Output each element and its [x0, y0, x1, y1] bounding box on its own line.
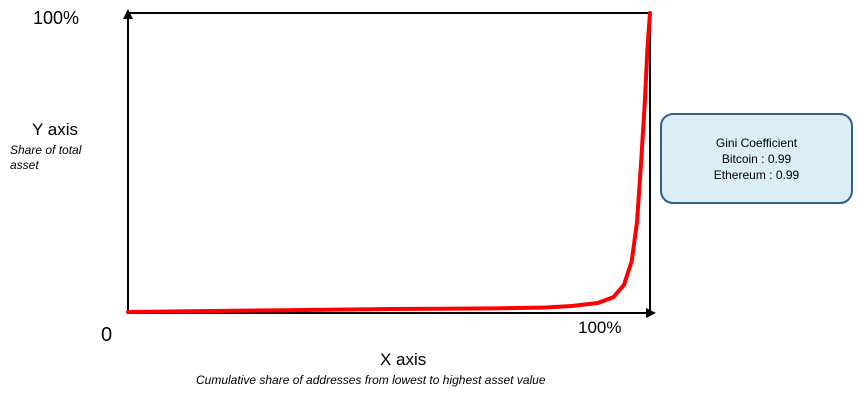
y-axis-subtitle: Share of total asset — [10, 143, 82, 172]
origin-label: 0 — [101, 324, 113, 346]
x-axis-title: X axis — [380, 350, 427, 369]
gini-bitcoin: Bitcoin : 0.99 — [721, 151, 792, 166]
gini-ethereum: Ethereum : 0.99 — [713, 167, 800, 182]
y-axis-max-label: 100% — [33, 8, 80, 28]
x-axis-max-label: 100% — [578, 318, 622, 337]
lorenz-curve-line — [126, 11, 652, 314]
gini-title: Gini Coefficient — [715, 135, 798, 150]
x-axis-subtitle: Cumulative share of addresses from lowes… — [196, 373, 546, 387]
y-axis-title: Y axis — [32, 120, 78, 139]
gini-coefficient-box: Gini Coefficient Bitcoin : 0.99 Ethereum… — [660, 113, 853, 204]
